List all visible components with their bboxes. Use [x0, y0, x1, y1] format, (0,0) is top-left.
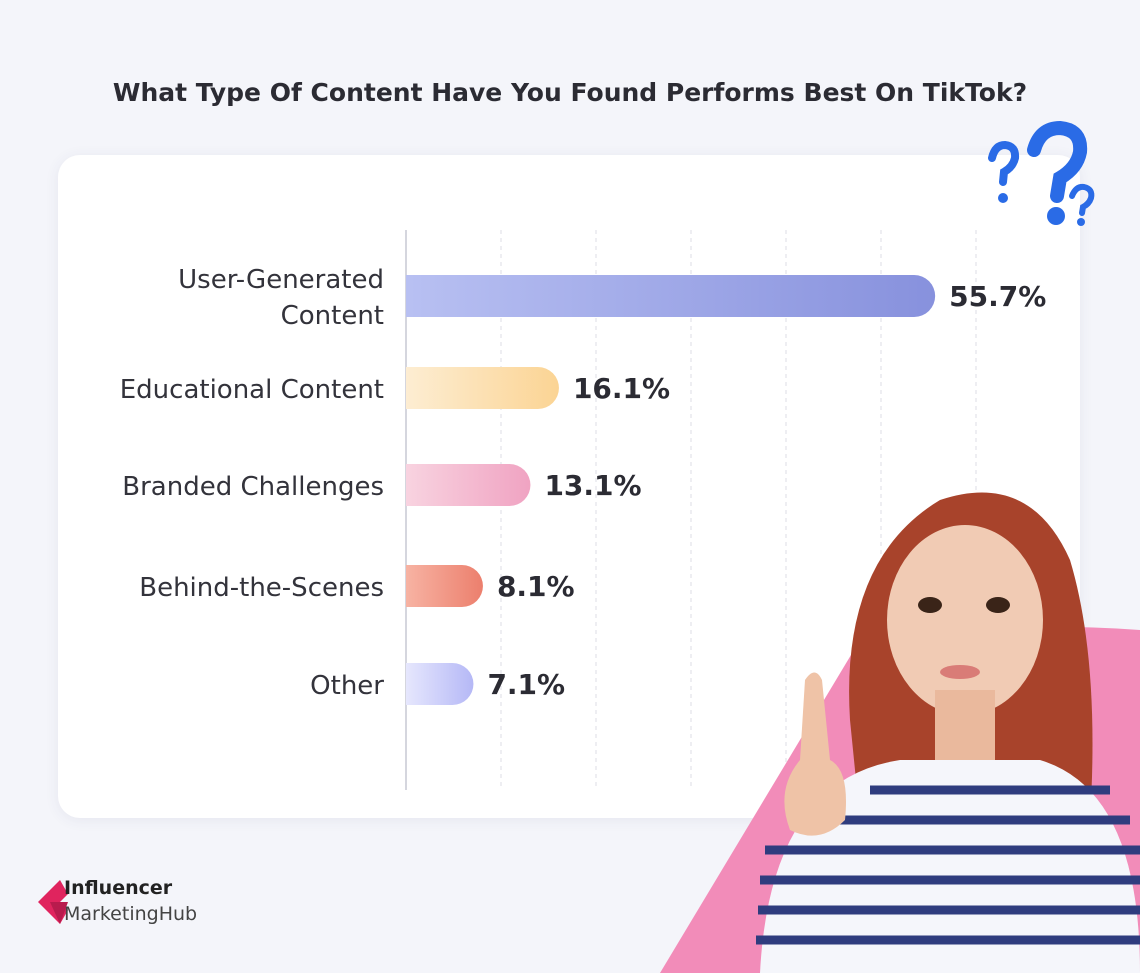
data-label: 7.1%	[487, 668, 565, 701]
data-label: 13.1%	[544, 469, 641, 502]
data-label: 16.1%	[573, 372, 670, 405]
data-label: 8.1%	[497, 570, 575, 603]
bar	[406, 565, 483, 607]
data-label: 55.7%	[949, 280, 1046, 313]
person-illustration	[756, 492, 1140, 973]
category-label: Educational Content	[120, 375, 384, 405]
question-marks-icon	[988, 120, 1095, 226]
brand-logo: Influencer MarketingHub	[38, 876, 258, 928]
category-label: User-Generated	[178, 265, 384, 295]
chart-title: What Type Of Content Have You Found Perf…	[112, 78, 1028, 107]
bar	[406, 275, 936, 317]
category-label: Branded Challenges	[122, 472, 384, 502]
brand-line1: Influencer	[64, 877, 173, 899]
category-label: Content	[281, 301, 384, 331]
logo-diamond-icon	[38, 880, 68, 924]
category-label: Behind-the-Scenes	[139, 573, 384, 603]
bar	[406, 367, 559, 409]
category-label: Other	[310, 671, 384, 701]
bar	[406, 464, 531, 506]
brand-line2: MarketingHub	[64, 903, 198, 925]
bar	[406, 663, 474, 705]
